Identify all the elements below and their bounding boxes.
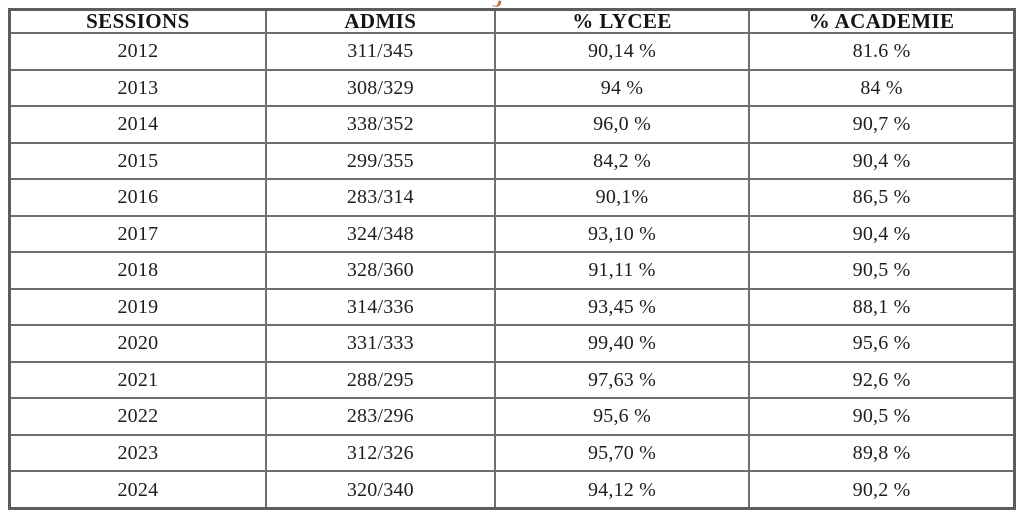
table-row: 2022 283/296 95,6 % 90,5 %: [8, 397, 1016, 436]
cell-academie: 90,5 %: [748, 251, 1016, 290]
header-sessions: SESSIONS: [8, 8, 267, 34]
cell-lycee: 99,40 %: [493, 324, 751, 363]
cell-session: 2014: [8, 105, 267, 144]
cell-admis: 331/333: [264, 324, 496, 363]
cell-session: 2021: [8, 360, 267, 399]
cell-session: 2012: [8, 32, 267, 71]
cell-session: 2016: [8, 178, 267, 217]
cell-lycee: 90,1%: [493, 178, 751, 217]
cell-academie: 92,6 %: [748, 360, 1016, 399]
cell-admis: 311/345: [264, 32, 496, 71]
table-body: 2012 311/345 90,14 % 81.6 % 2013 308/329…: [8, 32, 1016, 510]
cell-session: 2020: [8, 324, 267, 363]
cell-session: 2022: [8, 397, 267, 436]
cell-lycee: 97,63 %: [493, 360, 751, 399]
cell-lycee: 91,11 %: [493, 251, 751, 290]
header-academie: % ACADEMIE: [748, 8, 1016, 34]
cell-session: 2015: [8, 141, 267, 180]
cell-academie: 86,5 %: [748, 178, 1016, 217]
cell-admis: 308/329: [264, 68, 496, 107]
table-row: 2021 288/295 97,63 % 92,6 %: [8, 360, 1016, 399]
cell-lycee: 93,45 %: [493, 287, 751, 326]
cell-session: 2018: [8, 251, 267, 290]
table-row: 2014 338/352 96,0 % 90,7 %: [8, 105, 1016, 144]
cell-academie: 84 %: [748, 68, 1016, 107]
cell-admis: 283/314: [264, 178, 496, 217]
table-row: 2012 311/345 90,14 % 81.6 %: [8, 32, 1016, 71]
cell-session: 2013: [8, 68, 267, 107]
table-row: 2024 320/340 94,12 % 90,2 %: [8, 470, 1016, 510]
cell-session: 2024: [8, 470, 267, 510]
cell-admis: 288/295: [264, 360, 496, 399]
cell-academie: 90,2 %: [748, 470, 1016, 510]
cell-lycee: 90,14 %: [493, 32, 751, 71]
cell-admis: 328/360: [264, 251, 496, 290]
cell-lycee: 95,6 %: [493, 397, 751, 436]
cell-lycee: 84,2 %: [493, 141, 751, 180]
cell-admis: 283/296: [264, 397, 496, 436]
table-row: 2023 312/326 95,70 % 89,8 %: [8, 433, 1016, 472]
table-row: 2018 328/360 91,11 % 90,5 %: [8, 251, 1016, 290]
table-header: SESSIONS ADMIS % LYCEE % ACADEMIE: [8, 8, 1016, 34]
cell-academie: 95,6 %: [748, 324, 1016, 363]
header-row: SESSIONS ADMIS % LYCEE % ACADEMIE: [8, 8, 1016, 34]
cell-lycee: 94,12 %: [493, 470, 751, 510]
cell-admis: 324/348: [264, 214, 496, 253]
cell-admis: 320/340: [264, 470, 496, 510]
cell-academie: 90,7 %: [748, 105, 1016, 144]
cell-admis: 299/355: [264, 141, 496, 180]
cell-academie: 90,4 %: [748, 141, 1016, 180]
header-lycee: % LYCEE: [493, 8, 751, 34]
cell-session: 2023: [8, 433, 267, 472]
cell-lycee: 93,10 %: [493, 214, 751, 253]
cell-admis: 338/352: [264, 105, 496, 144]
cell-academie: 88,1 %: [748, 287, 1016, 326]
cell-session: 2019: [8, 287, 267, 326]
table-row: 2019 314/336 93,45 % 88,1 %: [8, 287, 1016, 326]
cell-session: 2017: [8, 214, 267, 253]
results-table: SESSIONS ADMIS % LYCEE % ACADEMIE 2012 3…: [8, 8, 1016, 510]
cell-academie: 81.6 %: [748, 32, 1016, 71]
table-row: 2016 283/314 90,1% 86,5 %: [8, 178, 1016, 217]
cell-lycee: 95,70 %: [493, 433, 751, 472]
cell-lycee: 96,0 %: [493, 105, 751, 144]
header-admis: ADMIS: [264, 8, 496, 34]
cropped-title-fragment: [492, 0, 502, 8]
table-row: 2013 308/329 94 % 84 %: [8, 68, 1016, 107]
cell-academie: 89,8 %: [748, 433, 1016, 472]
cell-admis: 314/336: [264, 287, 496, 326]
table-row: 2020 331/333 99,40 % 95,6 %: [8, 324, 1016, 363]
table-row: 2015 299/355 84,2 % 90,4 %: [8, 141, 1016, 180]
cell-admis: 312/326: [264, 433, 496, 472]
cell-lycee: 94 %: [493, 68, 751, 107]
cell-academie: 90,5 %: [748, 397, 1016, 436]
table-row: 2017 324/348 93,10 % 90,4 %: [8, 214, 1016, 253]
cell-academie: 90,4 %: [748, 214, 1016, 253]
